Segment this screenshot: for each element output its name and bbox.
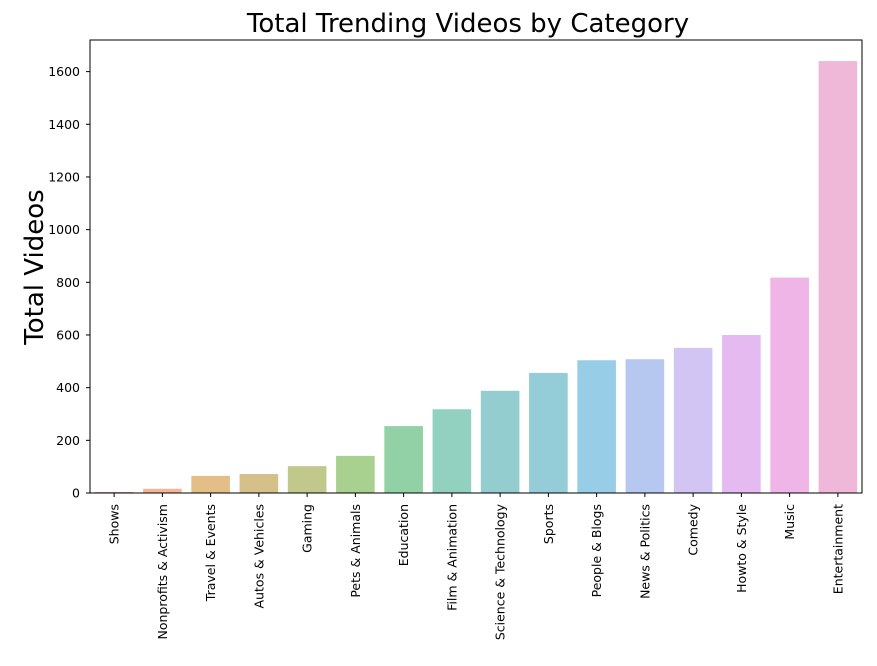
bar-10 (577, 360, 616, 493)
x-tick-label: Autos & Vehicles (251, 504, 266, 608)
x-tick-label: People & Blogs (589, 504, 604, 597)
y-tick-label: 1000 (48, 222, 80, 237)
x-tick-label: Gaming (300, 504, 315, 553)
y-ticks-group: 0 200 400 600 800 1000 1200 1400 1600 (48, 64, 90, 501)
y-tick-label: 800 (56, 275, 80, 290)
y-axis-label: Total Videos (20, 189, 50, 345)
bar-14 (770, 277, 809, 493)
y-tick-label: 1400 (48, 117, 80, 132)
plot-frame (89, 39, 863, 494)
bar-8 (480, 390, 520, 493)
bar-12 (673, 347, 713, 493)
bar-4 (287, 466, 327, 493)
y-tick-label: 1600 (48, 64, 80, 79)
chart-title: Total Trending Videos by Category (246, 9, 689, 39)
x-tick-label: Entertainment (830, 504, 845, 594)
bar-7 (432, 409, 472, 493)
bar-3 (239, 474, 279, 493)
bars-group (94, 61, 858, 494)
y-tick-label: 200 (56, 433, 80, 448)
y-tick-label: 0 (72, 486, 80, 501)
bar-9 (529, 372, 568, 493)
y-tick-label: 600 (56, 327, 80, 342)
x-tick-label: Education (396, 504, 411, 566)
x-tick-label: Travel & Events (203, 504, 218, 602)
y-tick-label: 1200 (48, 169, 80, 184)
y-tick-label: 400 (56, 380, 80, 395)
bar-5 (336, 455, 375, 493)
bar-11 (625, 359, 665, 493)
bar-15 (818, 61, 858, 494)
bar-13 (722, 334, 761, 493)
bar-6 (384, 426, 423, 493)
x-tick-label: Nonprofits & Activism (155, 504, 170, 640)
bar-1 (143, 488, 182, 493)
x-tick-label: Science & Technology (493, 503, 508, 640)
x-tick-label: Pets & Animals (348, 504, 363, 598)
bar-2 (191, 475, 230, 493)
x-tick-label: Music (782, 504, 797, 540)
x-tick-label: Shows (107, 504, 122, 544)
x-tick-label: Howto & Style (734, 504, 749, 593)
x-tick-label: Comedy (686, 503, 701, 555)
x-ticks-group: Shows Nonprofits & Activism Travel & Event… (107, 493, 845, 640)
bar-0 (94, 491, 134, 493)
x-tick-label: Film & Animation (444, 504, 459, 611)
x-tick-label: News & Politics (637, 504, 652, 599)
x-tick-label: Sports (541, 504, 556, 544)
